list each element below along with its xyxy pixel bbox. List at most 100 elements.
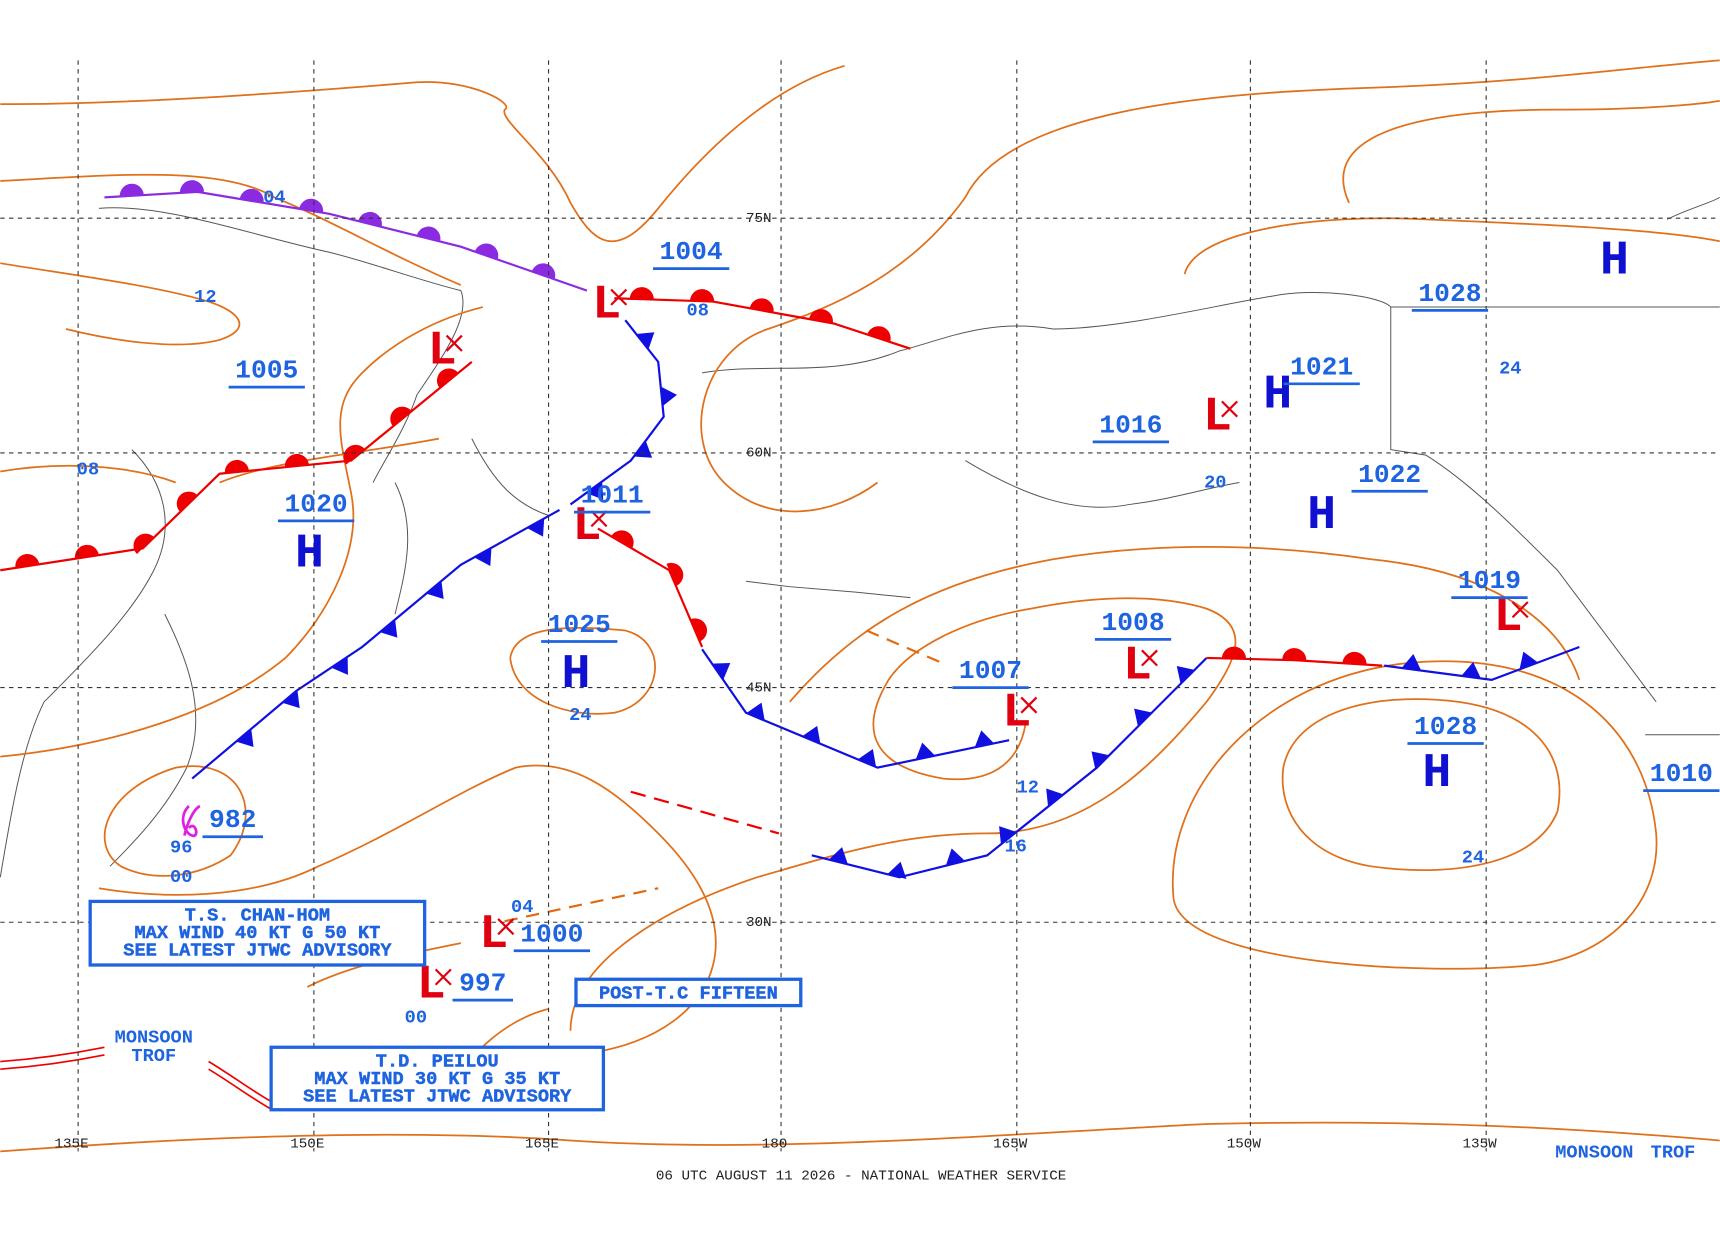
pressure-value: 1000: [520, 919, 583, 949]
front-symbol: [474, 547, 492, 566]
pressure-value: 1025: [548, 610, 611, 640]
front-semicircle: [689, 289, 715, 302]
advisory-text: MAX WIND 30 KT G 35 KT: [314, 1068, 560, 1090]
pressure-value: 1019: [1458, 566, 1521, 596]
pressure-value: 1028: [1418, 279, 1481, 309]
front-symbol: [660, 386, 677, 407]
advisory-box: [574, 977, 803, 1008]
low-symbol: L: [1203, 390, 1232, 444]
isobars: [0, 59, 1720, 1153]
front-symbol: [1282, 648, 1307, 661]
front-semicircle: [390, 406, 412, 427]
longitude-label: 165E: [525, 1137, 559, 1153]
front-semicircle: [867, 326, 891, 343]
front-symbol: [531, 263, 556, 280]
low-symbol: L: [592, 279, 621, 333]
front-triangle: [746, 702, 765, 721]
front-symbol: [857, 749, 877, 768]
front-symbol: [15, 554, 40, 568]
low-cross: [434, 968, 452, 986]
advisory-box: [88, 899, 427, 967]
front-semicircle: [474, 243, 499, 260]
isobar-label: 20: [1204, 471, 1226, 493]
front-symbol: [236, 728, 254, 747]
front-semicircle: [436, 368, 459, 389]
longitude-label: 165W: [993, 1137, 1028, 1153]
front-semicircle: [133, 533, 155, 555]
front-symbol: [133, 533, 155, 555]
isobar-label: 24: [1499, 357, 1521, 379]
front-semicircle: [666, 562, 684, 587]
trough-line: [504, 629, 944, 923]
low-symbol: L: [479, 908, 508, 962]
high-symbol: H: [1600, 235, 1629, 289]
high-symbol: H: [1422, 747, 1451, 801]
pressure-value: 1010: [1650, 759, 1713, 789]
front-symbol: [1461, 661, 1481, 679]
front-symbol: [239, 188, 264, 203]
longitude-label: 150W: [1227, 1137, 1262, 1153]
high-symbol: H: [561, 648, 590, 702]
front-symbol: [749, 298, 774, 313]
low-symbol: L: [1494, 591, 1523, 645]
monsoon-trough-line: [0, 1046, 273, 1111]
front-symbol: [629, 287, 654, 300]
front-symbol: [74, 544, 99, 559]
pressure-value: 1022: [1358, 460, 1421, 490]
front-symbol: [1046, 788, 1064, 807]
isobar-label: 24: [569, 704, 591, 726]
isobar-label: 12: [1017, 776, 1039, 798]
low-cross: [1511, 601, 1529, 619]
front-triangle: [331, 656, 348, 675]
high-symbol: H: [295, 528, 324, 582]
front-symbol: [390, 406, 412, 427]
labels: 135E 150E 165E 180 165W 150W 135W 75N 60N 45N 30N L…: [0, 60, 1720, 1184]
front-triangle: [712, 663, 731, 680]
isobar-label: 16: [1005, 836, 1027, 858]
front-triangle: [474, 547, 492, 566]
pressure-value: 1007: [959, 656, 1022, 686]
front-triangle: [1091, 751, 1110, 770]
high-symbol: H: [1263, 369, 1292, 423]
front-triangle: [1519, 651, 1538, 670]
latitude-label: 45N: [746, 680, 772, 696]
warm-front: [0, 361, 473, 572]
front-triangle: [1461, 661, 1481, 679]
front-symbol: [666, 562, 684, 587]
isobar-label: 00: [170, 866, 192, 888]
isobar-label: 24: [1462, 846, 1484, 868]
isobar-label: 08: [77, 458, 99, 480]
low-cross: [1221, 400, 1239, 418]
longitude-label: 135E: [54, 1137, 88, 1153]
isobar-label: 04: [511, 896, 533, 918]
front-triangle: [426, 580, 444, 600]
advisory-text: MAX WIND 40 KT G 50 KT: [134, 922, 380, 944]
front-symbol: [611, 530, 634, 549]
front-triangle: [586, 481, 604, 500]
front-symbol: [284, 453, 309, 468]
front-semicircle: [239, 188, 264, 203]
front-symbol: [1221, 646, 1246, 659]
front-triangle: [1176, 666, 1195, 684]
front-semicircle: [809, 309, 833, 324]
pressure-value: 1020: [285, 489, 348, 519]
front-symbol: [179, 180, 205, 193]
front-semicircle: [358, 211, 382, 227]
advisory-text: SEE LATEST JTWC ADVISORY: [123, 940, 392, 962]
tropical-cyclone: [181, 804, 201, 837]
trough-label: MONSOON: [1555, 1141, 1633, 1163]
warm-front: [630, 790, 780, 835]
front-semicircle: [629, 287, 654, 300]
front-symbol: [945, 848, 965, 866]
front-semicircle: [416, 226, 441, 242]
advisory-text: SEE LATEST JTWC ADVISORY: [303, 1086, 572, 1108]
pressure-value: 1011: [581, 481, 644, 511]
front-symbol: [358, 211, 382, 227]
isobar-label: 12: [194, 286, 216, 308]
front-triangle: [636, 332, 655, 350]
front-triangle: [1401, 654, 1422, 671]
footer: 06 UTC AUGUST 11 2026 - NATIONAL WEATHER…: [656, 1168, 1066, 1184]
front-triangle: [236, 728, 254, 747]
longitude-label: 180: [762, 1137, 788, 1153]
